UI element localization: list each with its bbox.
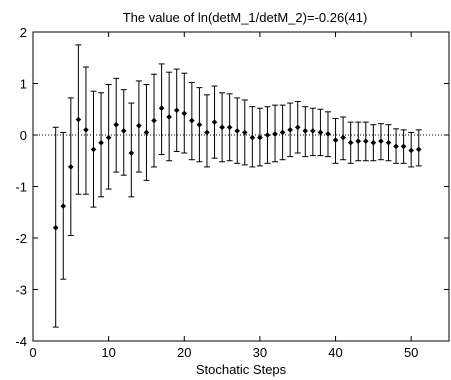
data-point bbox=[204, 129, 210, 136]
y-tick-label: -1 bbox=[15, 180, 27, 195]
data-point bbox=[294, 124, 301, 131]
y-tick-label: -2 bbox=[15, 231, 27, 246]
data-point bbox=[325, 131, 331, 137]
data-point bbox=[347, 139, 354, 146]
data-point bbox=[332, 137, 339, 143]
data-point bbox=[241, 129, 248, 136]
axis-ticks: 0 10 20 30 40 50 -4 -3 -2 -1 0 1 2 bbox=[15, 25, 449, 360]
data-point bbox=[400, 143, 407, 150]
data-point bbox=[136, 122, 142, 129]
data-markers bbox=[52, 105, 422, 231]
x-tick-label: 0 bbox=[29, 345, 36, 360]
data-point bbox=[302, 128, 309, 134]
data-point bbox=[158, 105, 165, 112]
data-point bbox=[173, 107, 180, 114]
x-tick-label: 40 bbox=[328, 345, 342, 360]
data-point bbox=[181, 110, 188, 117]
data-point bbox=[257, 134, 263, 141]
data-point bbox=[317, 129, 324, 136]
data-point bbox=[211, 119, 218, 125]
y-tick-label: 2 bbox=[20, 25, 27, 40]
data-point bbox=[83, 127, 89, 133]
data-point bbox=[68, 164, 74, 170]
data-point bbox=[105, 134, 112, 141]
data-point bbox=[310, 128, 316, 134]
data-point bbox=[226, 124, 233, 131]
y-tick-label: -3 bbox=[15, 283, 27, 298]
y-tick-label: 1 bbox=[20, 77, 27, 92]
data-point bbox=[393, 143, 399, 150]
data-point bbox=[143, 129, 150, 136]
data-point bbox=[60, 203, 67, 209]
data-point bbox=[166, 114, 172, 120]
data-point bbox=[151, 117, 157, 124]
data-point bbox=[234, 128, 241, 134]
data-point bbox=[189, 117, 195, 124]
data-point bbox=[415, 146, 422, 153]
data-point bbox=[370, 139, 377, 146]
data-point bbox=[98, 139, 104, 146]
data-point bbox=[385, 139, 392, 146]
data-point bbox=[287, 127, 293, 133]
data-point bbox=[355, 138, 362, 144]
data-point bbox=[279, 129, 286, 136]
data-point bbox=[219, 124, 225, 131]
y-tick-label: 0 bbox=[20, 128, 27, 143]
data-point bbox=[272, 131, 278, 137]
x-tick-label: 50 bbox=[404, 345, 418, 360]
data-point bbox=[408, 147, 414, 154]
plot-frame bbox=[32, 31, 450, 342]
data-point bbox=[128, 150, 135, 156]
x-tick-label: 20 bbox=[177, 345, 191, 360]
data-point bbox=[249, 134, 256, 141]
x-axis-label: Stochatic Steps bbox=[196, 362, 287, 377]
data-point bbox=[264, 132, 271, 138]
chart-title: The value of ln(detM_1/detM_2)=-0.26(41) bbox=[123, 10, 368, 25]
x-tick-label: 10 bbox=[101, 345, 115, 360]
data-point bbox=[120, 128, 127, 134]
x-tick-label: 30 bbox=[253, 345, 267, 360]
data-point bbox=[340, 134, 346, 141]
data-point bbox=[52, 224, 59, 231]
data-point bbox=[90, 146, 97, 153]
y-tick-label: -4 bbox=[15, 334, 27, 349]
data-point bbox=[378, 138, 384, 144]
data-point bbox=[363, 138, 369, 144]
data-point bbox=[113, 121, 119, 128]
data-point bbox=[196, 121, 203, 128]
data-point bbox=[75, 116, 82, 123]
error-bars bbox=[52, 44, 422, 328]
